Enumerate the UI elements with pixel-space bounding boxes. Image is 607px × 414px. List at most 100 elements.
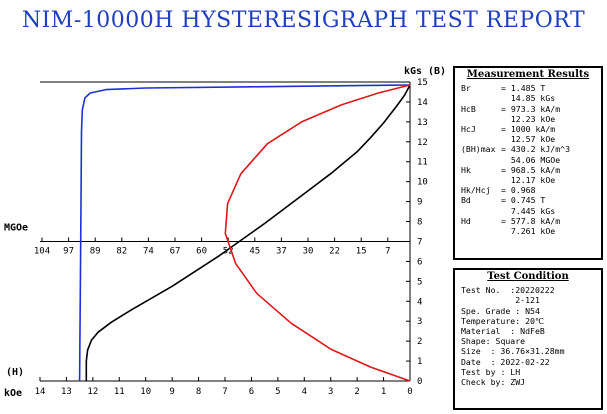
condition-title: Test Condition [487,271,569,282]
bh-tick-label: 97 [63,246,74,256]
x-axis-unit: kOe [4,388,22,399]
measurement-value: = 430.2 kJ/m^3 54.06 MGOe [501,144,571,165]
x-tick-label: 10 [140,387,151,397]
condition-value: : LH [495,366,521,377]
condition-key: Shape [461,336,486,347]
condition-key: Spe. Grade [461,305,511,316]
measurement-value: = 973.3 kA/m 12.23 kOe [501,103,561,124]
x-tick-label: 14 [35,387,46,397]
x-tick-label: 5 [275,387,280,397]
y-tick-label: 3 [417,317,422,327]
measurement-value: = 1000 kA/m 12.57 kOe [501,124,556,145]
measurement-results-panel: Measurement Results Br = 1.485 T 14.85 kG… [453,66,603,260]
condition-rows: Test No. :20220222 2-121 Spe. Grade : N54… [455,285,601,387]
y-axis-label: (B) [428,66,446,77]
bh-tick-label: 82 [116,246,127,256]
bh-tick-label: 67 [170,246,181,256]
measurement-value: = 0.968 [501,185,536,196]
condition-row: Shape: Square [455,336,601,346]
y-tick-label: 10 [417,178,428,188]
y-tick-label: 9 [417,198,422,208]
condition-key: Date [461,356,481,367]
y-tick-label: 15 [417,78,428,88]
test-condition-panel: Test Condition Test No. :20220222 2-121 S… [453,268,603,410]
y-tick-label: 11 [417,158,428,168]
measurement-value: = 968.5 kA/m 12.17 kOe [501,164,561,186]
condition-value: : ZWJ [500,377,526,388]
condition-row: Test No. :20220222 2-121 [455,285,601,305]
curve-0 [78,84,411,382]
bh-tick-label: 74 [143,246,154,256]
x-tick-label: 4 [302,387,307,397]
measurement-row: Bd = 0.745 T 7.445 kGs [455,195,601,215]
measurement-value: = 1.485 T 14.85 kGs [501,83,556,104]
report-title: NIM-10000H HYSTERESIGRAPH TEST REPORT [21,8,586,33]
condition-row: Size : 36.76×31.28mm [455,346,601,356]
x-tick-label: 9 [169,387,174,397]
measurement-row: HcJ = 1000 kA/m 12.57 kOe [455,124,601,144]
measurement-row: Hk = 968.5 kA/m 12.17 kOe [455,165,601,185]
measurement-row: (BH)max = 430.2 kJ/m^3 54.06 MGOe [455,144,601,164]
x-tick-label: 2 [354,387,359,397]
y-tick-label: 13 [417,118,428,128]
condition-key: Test by [461,366,496,377]
bh-tick-label: 15 [356,246,367,256]
condition-row: Spe. Grade : N54 [455,306,601,316]
bh-tick-label: 60 [196,246,207,256]
bh-tick-label: 89 [90,246,101,256]
condition-value: : 20℃ [515,315,545,326]
x-tick-label: 13 [61,387,72,397]
bh-tick-label: 7 [385,246,390,256]
measurement-row: Br = 1.485 T 14.85 kGs [455,83,601,103]
bh-tick-label: 22 [329,246,340,256]
measurement-key: Bd [461,195,471,206]
x-tick-label: 8 [196,387,201,397]
bh-tick-label: 30 [303,246,314,256]
y-tick-label: 5 [417,277,422,287]
y-tick-label: 14 [417,98,428,108]
bh-tick-label: 45 [249,246,260,256]
x-axis-label: (H) [6,367,24,378]
measurement-rows: Br = 1.485 T 14.85 kGs HcB = 973.3 kA/m 12.… [455,83,601,236]
condition-row: Test by : LH [455,367,601,377]
condition-key: Temperature [461,315,516,326]
y-axis-unit: kGs [404,66,422,77]
condition-row: Date : 2022-02-22 [455,357,601,367]
y-tick-label: 7 [417,237,422,247]
condition-key: Material [461,326,501,337]
y-tick-label: 2 [417,337,422,347]
y-tick-label: 8 [417,218,422,228]
measurement-row: HcB = 973.3 kA/m 12.23 kOe [455,104,601,124]
condition-row: Temperature: 20℃ [455,316,601,326]
y-tick-label: 1 [417,357,422,367]
condition-key: Test No. [461,285,501,296]
measurement-row: Hk/Hcj = 0.968 [455,185,601,195]
y-tick-label: 6 [417,257,422,267]
bh-axis-unit: MGOe [4,222,28,233]
condition-value: : NdFeB [500,326,545,337]
x-tick-label: 0 [407,387,412,397]
condition-row: Material : NdFeB [455,326,601,336]
measurement-value: = 0.745 T 7.445 kGs [501,195,556,216]
plot-frame [40,81,411,382]
measurement-title: Measurement Results [466,69,590,80]
measurement-key: Hk/Hcj [461,185,491,196]
bh-axis-ticks: 104 97 89 82 74 67 60 52 45 37 30 22 15 7 [34,237,391,256]
condition-row: Check by: ZWJ [455,377,601,387]
measurement-key: Hk [461,164,471,175]
measurement-key: HcB [461,103,476,114]
x-tick-label: 6 [249,387,254,397]
curve-2 [224,84,411,382]
bh-tick-label: 37 [276,246,287,256]
curve-group [78,84,411,382]
x-tick-label: 1 [381,387,386,397]
y-tick-label: 12 [417,138,428,148]
measurement-key: (BH)max [461,144,496,155]
measurement-key: Hd [461,215,471,226]
x-tick-label: 7 [222,387,227,397]
condition-key: Check by [461,377,501,388]
curve-1 [85,84,411,381]
x-tick-label: 12 [87,387,98,397]
